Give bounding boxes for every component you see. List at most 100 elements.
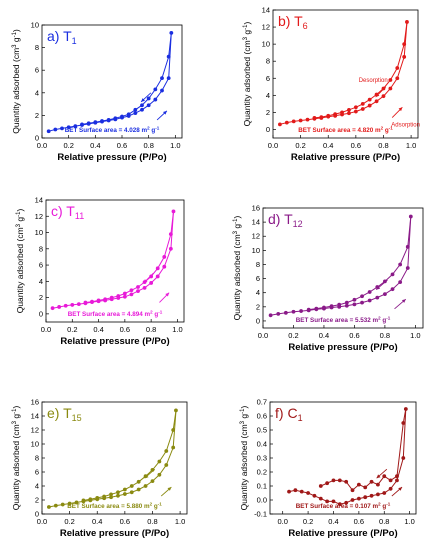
y-tick-label: 14 [252,218,260,227]
x-tick-label: 1.0 [175,517,185,526]
data-point-adsorption [168,246,173,251]
data-point-adsorption [46,129,51,134]
y-tick-label: 16 [31,398,39,407]
y-tick-label: 0.6 [257,412,267,421]
data-point-adsorption [382,491,387,495]
x-tick-label: 0.0 [41,325,51,334]
data-point-desorption [113,116,118,121]
data-point-desorption [322,305,326,310]
series-line-adsorption [270,216,412,316]
data-point-desorption [88,497,93,502]
data-point-desorption [153,87,158,92]
bet-annotation: BET Surface area = 4.028 m2 g-1 [65,126,160,135]
data-point-desorption [81,498,86,503]
data-point-adsorption [166,76,171,81]
y-tick-label: 0 [35,134,39,143]
data-point-desorption [314,306,319,311]
y-axis-label: Quantity adsorbed (cm3 g-1) [15,209,25,314]
data-point-desorption [306,307,311,312]
data-point-desorption [405,244,410,249]
x-tick-label: 0.6 [354,517,364,526]
data-point-adsorption [299,309,303,313]
data-point-adsorption [171,445,176,450]
data-point-desorption [103,297,108,302]
data-point-adsorption [122,294,127,299]
data-point-adsorption [381,94,386,99]
y-axis-label: Quantity adsorbed (cm3 g-1) [239,406,249,511]
desorption-arrow-head [375,93,380,98]
data-point-desorption [325,481,330,486]
data-point-desorption [116,294,121,298]
data-point-adsorption [66,125,71,130]
data-point-desorption [326,113,331,118]
x-tick-label: 1.0 [406,141,416,150]
x-tick-label: 0.6 [120,517,130,526]
data-point-desorption [344,300,349,305]
data-point-adsorption [153,97,158,102]
panel-label: f) C1 [275,405,303,423]
series-line-desorption [314,21,408,119]
y-tick-label: 8 [35,454,39,463]
data-point-adsorption [53,127,58,132]
y-tick-label: 10 [31,21,39,30]
data-point-adsorption [73,124,78,129]
desorption-label: Desorption [359,78,388,84]
series-line-adsorption [48,32,172,132]
adsorption-arrow-head [167,487,172,491]
data-point-desorption [388,78,393,82]
data-point-desorption [382,474,387,479]
y-axis-label: Quantity adsorbed (cm3 g-1) [11,29,21,134]
y-tick-label: 0.4 [257,440,267,449]
data-point-desorption [122,291,127,296]
data-point-adsorption [57,305,62,309]
data-point-adsorption [405,266,410,270]
data-point-adsorption [360,300,364,305]
data-point-adsorption [171,209,176,214]
data-point-desorption [133,107,138,112]
data-point-adsorption [353,109,358,114]
data-point-adsorption [375,295,380,300]
y-tick-label: 8 [35,43,39,52]
data-point-desorption [136,479,141,484]
data-point-desorption [90,299,94,304]
y-tick-label: 6 [266,74,270,83]
y-tick-label: 6 [35,468,39,477]
data-point-adsorption [291,309,296,314]
data-point-adsorption [331,499,336,504]
y-tick-label: 4 [35,88,39,97]
data-point-desorption [401,421,406,425]
data-point-adsorption [133,111,138,116]
y-tick-label: 2 [266,108,270,117]
data-point-desorption [146,96,151,101]
bet-annotation: BET Surface area = 0.107 m2 g-1 [296,502,391,511]
data-point-desorption [350,488,355,493]
series-line-adsorption [279,21,408,125]
x-tick-label: 0.2 [303,517,313,526]
adsorption-arrow-head [165,292,170,297]
data-point-adsorption [344,500,349,505]
data-point-adsorption [60,502,65,507]
x-tick-label: 0.2 [288,331,298,340]
data-point-adsorption [136,289,140,293]
y-tick-label: 8 [266,57,270,66]
data-point-adsorption [390,287,395,292]
data-point-adsorption [360,107,365,111]
y-tick-label: 0.7 [257,398,267,407]
data-point-adsorption [136,487,141,492]
data-point-desorption [337,478,342,483]
data-point-adsorption [143,484,148,488]
y-tick-label: 2 [39,293,43,302]
data-point-desorption [157,459,162,464]
data-point-desorption [347,107,351,112]
plot-frame [272,9,419,139]
y-tick-label: 10 [31,440,39,449]
x-tick-label: 0.2 [295,141,305,150]
bet-annotation: BET Surface area = 4.820 m2 g-1 [298,126,393,135]
data-point-desorption [356,482,361,487]
y-tick-label: 0 [35,510,39,519]
y-tick-label: 12 [31,426,39,435]
data-point-adsorption [325,499,330,504]
data-point-desorption [166,54,171,59]
data-point-adsorption [299,489,304,494]
data-point-adsorption [129,292,134,297]
